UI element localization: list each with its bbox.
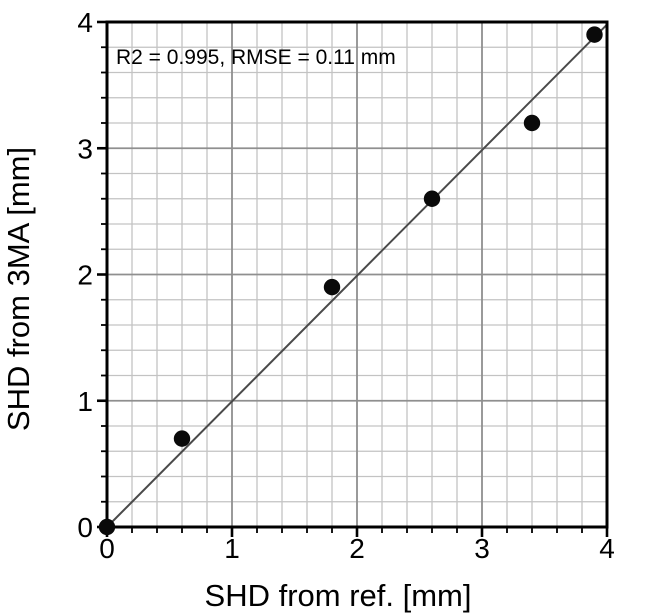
stats-annotation: R2 = 0.995, RMSE = 0.11 mm <box>116 46 396 69</box>
data-points-group <box>98 26 603 536</box>
grid-major-lines <box>107 22 607 527</box>
x-tick-label: 2 <box>349 533 365 564</box>
data-point <box>173 430 191 447</box>
y-tick-label: 2 <box>77 260 93 291</box>
y-tick-labels: 0 1 2 3 4 <box>77 7 93 543</box>
data-point <box>523 114 541 132</box>
data-point <box>586 26 603 43</box>
fit-line <box>106 23 608 528</box>
y-tick-label: 1 <box>77 386 93 417</box>
y-tick-label: 3 <box>77 133 93 164</box>
data-point <box>423 190 441 207</box>
plot-frame <box>105 20 609 529</box>
x-tick-label: 1 <box>224 533 240 564</box>
x-tick-label: 4 <box>599 533 615 564</box>
x-tick-label: 0 <box>99 533 115 564</box>
y-tick-label: 0 <box>77 512 93 543</box>
x-axis-title: SHD from ref. [mm] <box>205 578 472 613</box>
y-axis-title: SHD from 3MA [mm] <box>1 147 36 431</box>
y-tick-label: 4 <box>77 7 93 38</box>
x-tick-labels: 0 1 2 3 4 <box>99 533 615 564</box>
data-point <box>323 278 341 296</box>
fit-line-group <box>106 23 608 528</box>
data-point <box>98 518 116 536</box>
x-tick-label: 3 <box>474 533 490 564</box>
